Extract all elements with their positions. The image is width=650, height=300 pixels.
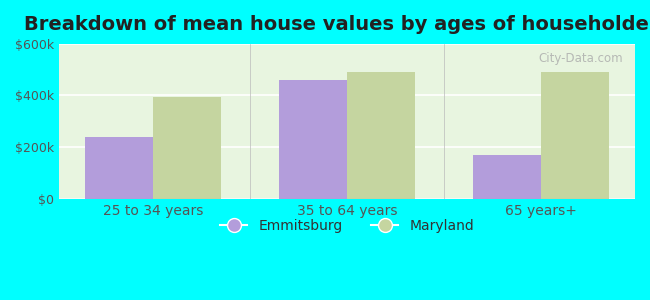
Legend: Emmitsburg, Maryland: Emmitsburg, Maryland	[214, 213, 480, 238]
Bar	[473, 155, 541, 199]
Title: Breakdown of mean house values by ages of householders: Breakdown of mean house values by ages o…	[24, 15, 650, 34]
Text: City-Data.com: City-Data.com	[539, 52, 623, 64]
Bar	[85, 137, 153, 199]
Bar	[279, 80, 347, 199]
Bar	[347, 72, 415, 199]
Bar	[153, 97, 221, 199]
Bar	[541, 72, 609, 199]
